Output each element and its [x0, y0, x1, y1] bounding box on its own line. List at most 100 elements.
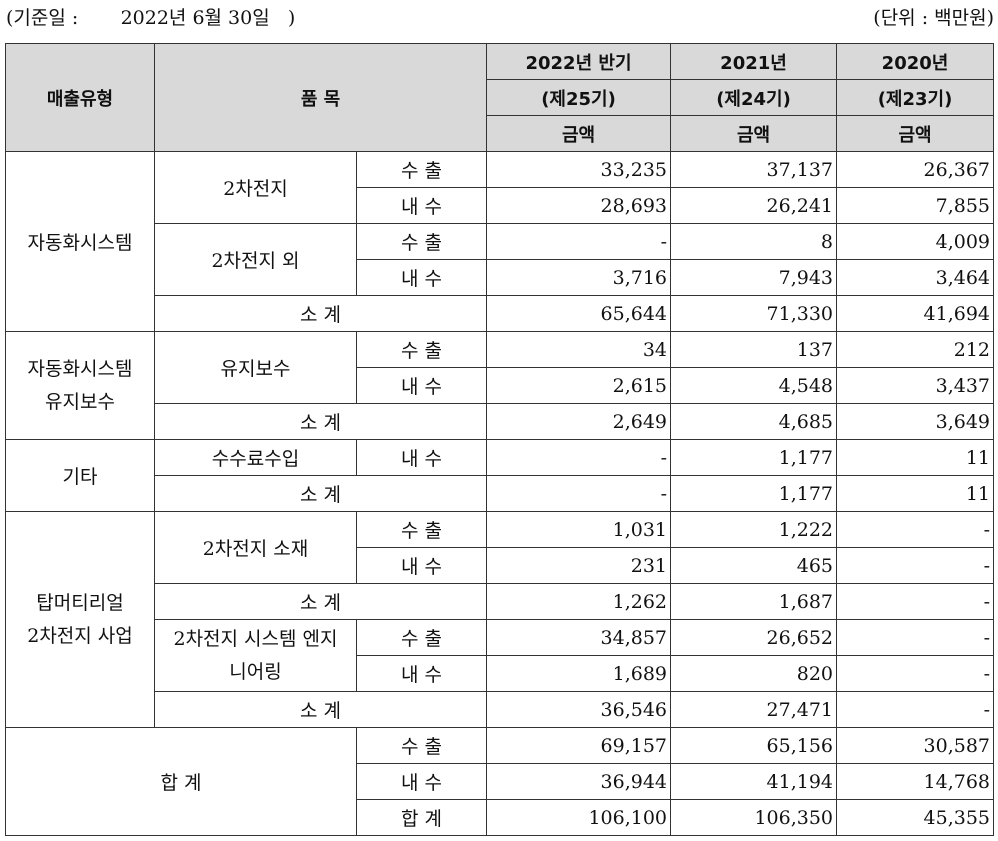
kind-cell: 수 출: [355, 619, 488, 656]
value-cell: 27,471: [670, 691, 838, 728]
value-cell: 1,177: [670, 475, 838, 512]
table-row: 자동화시스템 2차전지 수 출 33,235 37,137 26,367: [5, 151, 995, 332]
value-cell: 2,649: [486, 403, 672, 440]
total-row: 내 수 36,944 41,194 14,768: [6, 763, 995, 800]
value-cell: 30,587: [836, 727, 995, 764]
table-row: 내 수 231 465 -: [6, 547, 995, 584]
value-cell: 65,644: [486, 295, 672, 332]
value-cell: 33,235: [486, 151, 672, 188]
value-cell: 8: [670, 223, 838, 260]
kind-cell: 내 수: [355, 655, 488, 692]
value-cell: -: [486, 475, 672, 512]
value-cell: 1,177: [670, 439, 838, 476]
value-cell: -: [836, 655, 995, 692]
subtotal-label: 소 계: [153, 691, 488, 728]
value-cell: 106,100: [486, 799, 672, 836]
col-header-amount: 금액: [486, 115, 672, 152]
kind-cell: 수 출: [355, 727, 488, 764]
subtotal-row: 소 계 1,262 1,687 -: [6, 583, 995, 620]
col-header-term: (제25기): [486, 79, 672, 116]
value-cell: 4,548: [670, 367, 838, 404]
col-header-amount: 금액: [670, 115, 838, 152]
kind-cell: 합 계: [355, 799, 488, 836]
header-row: 매출유형 품 목 2022년 반기 2021년 2020년: [5, 43, 995, 152]
total-row: 합 계 106,100 106,350 45,355: [6, 799, 995, 836]
value-cell: 231: [486, 547, 672, 584]
value-cell: 26,652: [670, 619, 838, 656]
value-cell: 137: [670, 331, 838, 368]
kind-cell: 내 수: [355, 439, 488, 476]
value-cell: 69,157: [486, 727, 672, 764]
value-cell: 45,355: [836, 799, 995, 836]
type-cell-line: 2차전지 사업: [27, 624, 133, 647]
value-cell: -: [836, 619, 995, 656]
table-row: 탑머티리얼 2차전지 사업 2차전지 소재 수 출 1,031 1,222 -: [5, 511, 995, 728]
total-row: 합 계 수 출 69,157 65,156 30,587: [5, 727, 995, 836]
col-header-year: 2022년 반기: [486, 43, 672, 80]
subtotal-label: 소 계: [153, 475, 488, 512]
value-cell: 26,367: [836, 151, 995, 188]
table-row: 내 수 3,716 7,943 3,464: [6, 259, 995, 296]
value-cell: -: [486, 439, 672, 476]
item-cell: 2차전지 외: [154, 223, 357, 296]
table-row: 기타 수수료수입 내 수 - 1,177 11: [5, 439, 995, 512]
value-cell: 71,330: [670, 295, 838, 332]
col-header-year: 2021년: [670, 43, 838, 80]
total-label: 합 계: [5, 727, 357, 836]
value-cell: 26,241: [670, 187, 838, 224]
value-cell: 14,768: [836, 763, 995, 800]
value-cell: 1,222: [670, 511, 838, 548]
type-cell: 자동화시스템 유지보수: [5, 331, 155, 440]
header-row: (제25기) (제24기) (제23기): [6, 79, 995, 116]
value-cell: 4,685: [670, 403, 838, 440]
kind-cell: 수 출: [355, 511, 488, 548]
base-date: (기준일 : 2022년 6월 30일 ): [6, 7, 296, 29]
col-header-item: 품 목: [153, 43, 488, 152]
value-cell: -: [486, 223, 672, 260]
value-cell: 3,464: [836, 259, 995, 296]
value-cell: 36,944: [486, 763, 672, 800]
kind-cell: 내 수: [355, 763, 488, 800]
col-header-term: (제24기): [670, 79, 838, 116]
col-header-amount: 금액: [836, 115, 995, 152]
item-cell: 수수료수입: [154, 439, 357, 476]
value-cell: 3,716: [486, 259, 672, 296]
table-row: 내 수 28,693 26,241 7,855: [6, 187, 995, 224]
type-cell-line: 탑머티리얼: [36, 591, 124, 614]
subtotal-row: 소 계 65,644 71,330 41,694: [6, 295, 995, 332]
value-cell: 3,437: [836, 367, 995, 404]
item-cell: 2차전지 소재: [154, 511, 357, 584]
value-cell: -: [836, 691, 995, 728]
value-cell: 4,009: [836, 223, 995, 260]
value-cell: 2,615: [486, 367, 672, 404]
value-cell: 7,943: [670, 259, 838, 296]
value-cell: -: [836, 583, 995, 620]
type-cell: 자동화시스템: [5, 151, 155, 332]
value-cell: 11: [836, 439, 995, 476]
col-header-year: 2020년: [836, 43, 995, 80]
subtotal-label: 소 계: [153, 295, 488, 332]
kind-cell: 내 수: [355, 187, 488, 224]
item-cell: 유지보수: [154, 331, 357, 404]
type-cell-line: 자동화시스템: [27, 357, 133, 380]
item-cell-line: 니어링: [229, 660, 282, 683]
value-cell: -: [836, 547, 995, 584]
item-cell-line: 2차전지 시스템 엔지: [173, 627, 338, 650]
kind-cell: 수 출: [355, 223, 488, 260]
unit-label: (단위 : 백만원): [873, 7, 994, 29]
type-cell: 기타: [5, 439, 155, 512]
value-cell: 3,649: [836, 403, 995, 440]
sales-table: 매출유형 품 목 2022년 반기 2021년 2020년 (제25기) (제2…: [5, 43, 995, 836]
value-cell: -: [836, 511, 995, 548]
value-cell: 106,350: [670, 799, 838, 836]
value-cell: 1,687: [670, 583, 838, 620]
value-cell: 465: [670, 547, 838, 584]
value-cell: 820: [670, 655, 838, 692]
header-row: 금액 금액 금액: [6, 115, 995, 152]
value-cell: 1,262: [486, 583, 672, 620]
value-cell: 34,857: [486, 619, 672, 656]
kind-cell: 내 수: [355, 547, 488, 584]
item-cell: 2차전지 시스템 엔지 니어링: [154, 619, 357, 692]
type-cell-line: 유지보수: [45, 390, 115, 413]
kind-cell: 수 출: [355, 151, 488, 188]
